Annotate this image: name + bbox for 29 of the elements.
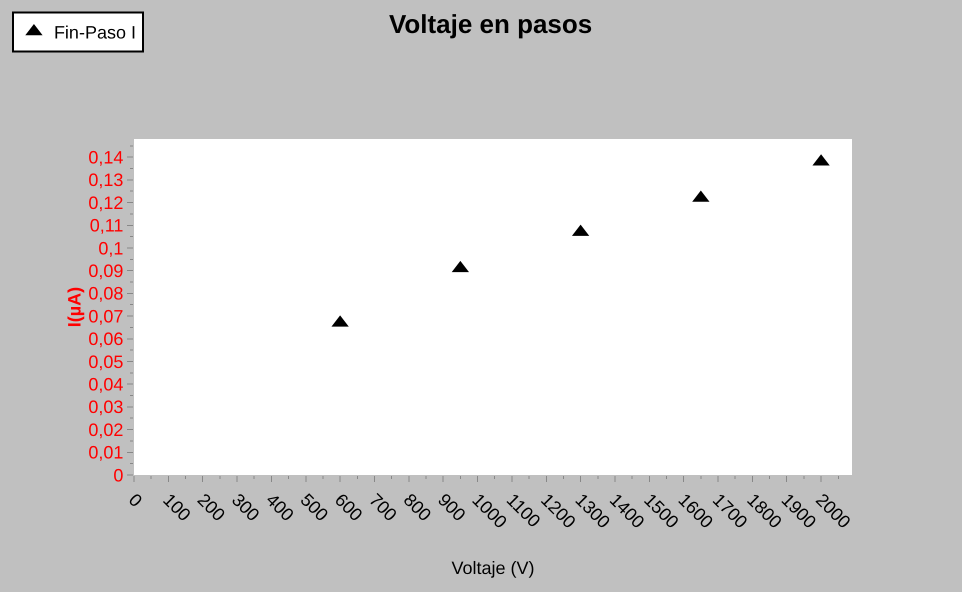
legend-label: Fin-Paso I: [54, 22, 136, 43]
y-tick-label: 0,05: [88, 352, 124, 372]
x-tick-label: 100: [159, 490, 195, 526]
x-axis-title: Voltaje (V): [451, 558, 535, 578]
y-tick-label: 0,08: [88, 284, 124, 304]
chart-title: Voltaje en pasos: [388, 9, 592, 39]
x-tick-label: 0: [124, 490, 146, 511]
y-tick-label: 0,02: [88, 420, 124, 440]
y-tick-label: 0,1: [98, 238, 124, 258]
y-tick-label: 0,01: [88, 442, 124, 463]
x-tick-label: 500: [296, 490, 332, 526]
x-tick-label: 200: [194, 490, 229, 526]
y-tick-label: 0,13: [88, 170, 124, 190]
y-tick-label: 0,07: [88, 306, 124, 326]
y-axis-title: I(µA): [64, 286, 85, 328]
y-tick-label: 0,06: [88, 329, 124, 350]
y-tick-label: 0,03: [88, 397, 124, 418]
y-tick-label: 0: [113, 465, 124, 486]
y-tick-label: 0,04: [88, 374, 124, 394]
y-tick-label: 0,12: [88, 192, 124, 213]
x-tick-label: 800: [400, 490, 436, 526]
x-tick-label: 900: [434, 490, 470, 526]
x-tick-label: 700: [365, 490, 401, 526]
y-tick-label: 0,14: [88, 147, 124, 168]
y-tick-label: 0,11: [90, 216, 124, 236]
x-tick-label: 600: [330, 490, 366, 526]
x-tick-label: 300: [228, 490, 264, 526]
y-tick-label: 0,09: [88, 260, 124, 281]
x-tick-label: 400: [262, 490, 298, 526]
